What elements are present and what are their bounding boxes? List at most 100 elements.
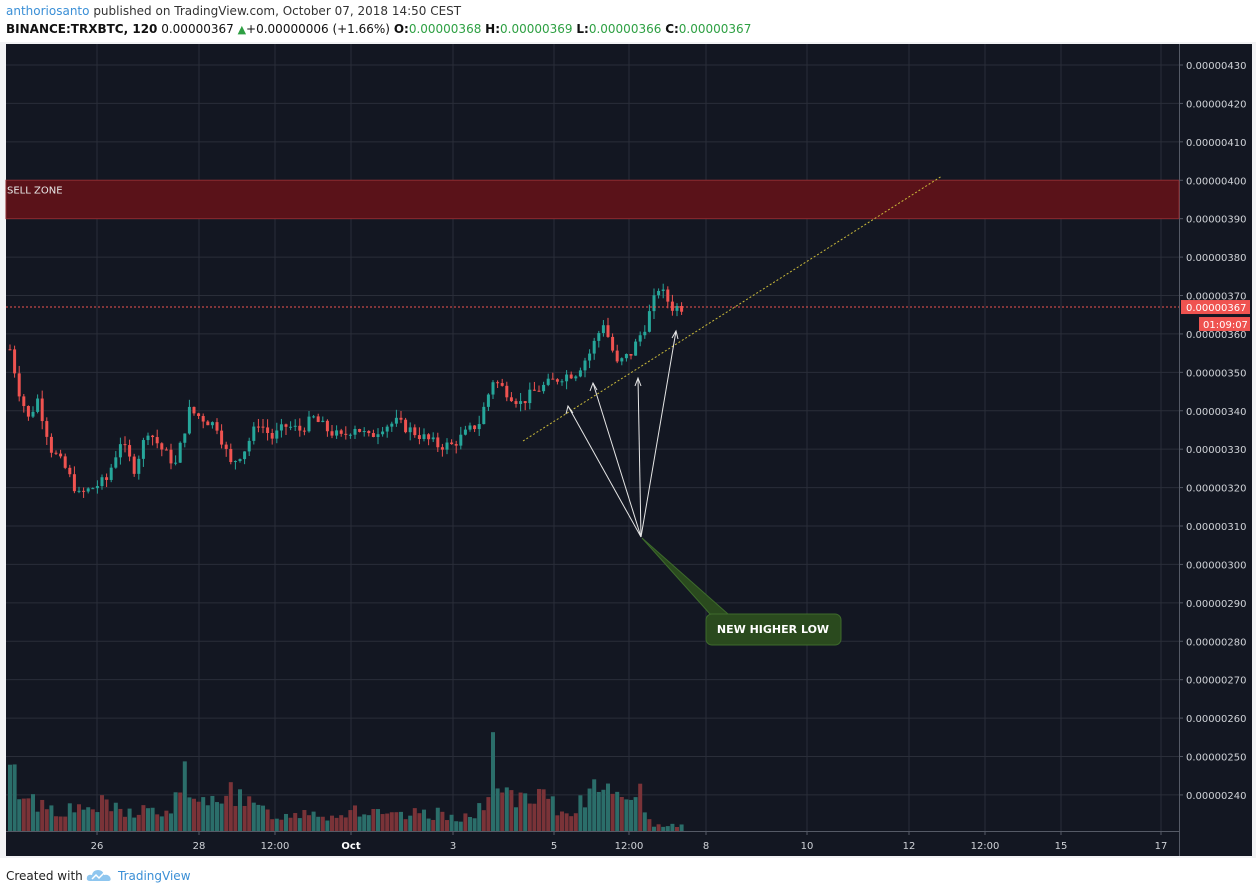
price-tick-label: 0.00000290 — [1186, 599, 1246, 610]
volume-bar — [311, 811, 316, 831]
volume-bar — [527, 803, 532, 831]
candle-body — [588, 353, 592, 361]
price-tick-label: 0.00000260 — [1186, 714, 1246, 725]
volume-bar — [132, 817, 137, 831]
price-tick-label: 0.00000240 — [1186, 791, 1246, 802]
candle-body — [666, 289, 670, 302]
volume-bar — [178, 792, 183, 831]
candle-body — [565, 374, 569, 382]
candle-body — [238, 459, 242, 462]
arrow-head — [634, 376, 642, 387]
candle-body — [54, 452, 58, 454]
candle-body — [86, 488, 90, 492]
candle-body — [293, 425, 297, 427]
author-link[interactable]: anthoriosanto — [6, 4, 90, 18]
volume-bar — [495, 788, 500, 831]
volume-bar — [426, 818, 431, 831]
candle-body — [468, 425, 472, 430]
candle-body — [399, 417, 403, 420]
candle-body — [560, 381, 564, 383]
volume-bar — [348, 810, 353, 831]
time-tick-label: 5 — [551, 841, 557, 852]
candle-body — [514, 401, 518, 404]
candle-body — [454, 444, 458, 446]
candle-body — [155, 437, 159, 444]
volume-bar — [228, 782, 233, 831]
time-tick-label: 26 — [91, 841, 104, 852]
candle-body — [137, 458, 141, 474]
price-tick-label: 0.00000380 — [1186, 253, 1246, 264]
volume-bar — [670, 823, 675, 831]
price-axis-background[interactable] — [1180, 44, 1252, 856]
high-value: 0.00000369 — [500, 22, 573, 36]
volume-bar — [353, 805, 357, 831]
candle-body — [546, 378, 550, 385]
candle-body — [279, 424, 283, 431]
candle-body — [509, 397, 513, 402]
candle-body — [247, 440, 251, 452]
candle-body — [22, 396, 26, 407]
current-price-badge — [1181, 300, 1250, 315]
candle-body — [210, 422, 214, 426]
publish-info: published on TradingView.com, October 07… — [93, 4, 462, 18]
volume-bar — [100, 795, 104, 831]
candle-body — [542, 384, 546, 392]
candle-body — [537, 390, 541, 392]
volume-bar — [136, 814, 141, 831]
candle-body — [118, 444, 122, 458]
volume-bar — [573, 813, 578, 831]
candle-body — [381, 431, 385, 435]
volume-bar — [284, 813, 288, 831]
volume-bar — [532, 803, 537, 831]
volume-bar — [546, 798, 551, 831]
candle-body — [77, 490, 81, 492]
volume-bar — [422, 809, 426, 831]
candle-body — [376, 434, 380, 437]
volume-bar — [155, 814, 160, 831]
volume-bar — [509, 790, 514, 831]
time-tick-label: 12:00 — [261, 841, 290, 852]
volume-bar — [679, 824, 684, 831]
candle-body — [496, 382, 500, 384]
chart-header: anthoriosanto published on TradingView.c… — [0, 0, 1256, 42]
price-chart[interactable]: SELL ZONE NEW HIGHER LOW 0.000004300.000… — [0, 42, 1256, 858]
volume-bar — [514, 807, 518, 831]
candle-body — [330, 431, 334, 436]
volume-bar — [463, 813, 468, 831]
candle-body — [339, 430, 343, 434]
candle-body — [229, 448, 233, 463]
volume-bar — [624, 799, 629, 831]
symbol-label[interactable]: BINANCE:TRXBTC, 120 — [6, 22, 158, 36]
volume-bar — [661, 826, 666, 831]
candle-body — [100, 477, 104, 487]
candle-body — [270, 433, 274, 439]
countdown-badge-text: 01:09:07 — [1203, 320, 1248, 331]
trend-line[interactable] — [522, 175, 943, 442]
tradingview-cloud-icon — [86, 870, 111, 881]
tradingview-brand-link[interactable]: TradingView — [118, 869, 191, 883]
arrow-head — [589, 381, 598, 392]
volume-bar — [468, 816, 472, 831]
candle-body — [266, 427, 270, 434]
volume-bar — [362, 814, 367, 831]
candle-body — [316, 416, 320, 422]
volume-bar — [31, 794, 35, 831]
candle-body — [473, 425, 477, 430]
volume-bar — [431, 819, 436, 831]
candle-body — [652, 295, 656, 312]
candle-body — [289, 426, 293, 428]
volume-bar — [334, 817, 339, 831]
price-tick-label: 0.00000350 — [1186, 368, 1246, 379]
volume-bar — [63, 816, 68, 831]
volume-bar — [389, 812, 394, 831]
candle-body — [486, 394, 490, 407]
countdown-badge — [1199, 317, 1250, 332]
candle-body — [477, 424, 481, 430]
volume-bar — [49, 805, 54, 831]
candle-body — [95, 486, 99, 489]
volume-bar — [173, 792, 178, 831]
callout-box[interactable] — [705, 613, 842, 646]
candle-body — [256, 426, 260, 428]
volume-bar — [182, 761, 187, 831]
candle-body — [59, 453, 63, 457]
